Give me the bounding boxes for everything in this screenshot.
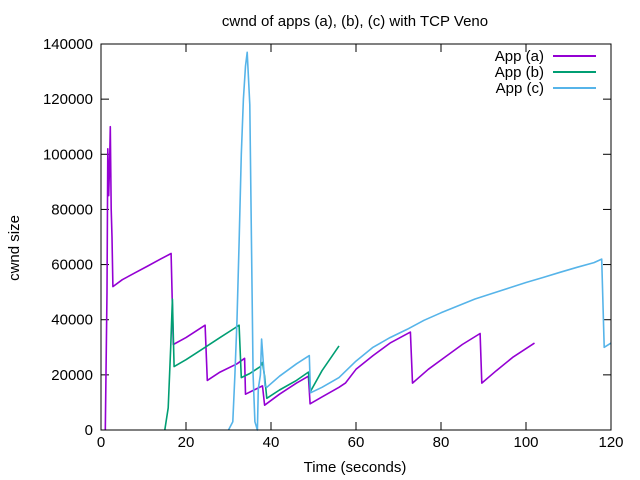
y-tick-label: 20000 [51,367,93,384]
y-tick-label: 80000 [51,201,93,218]
x-tick-label: 20 [178,434,195,451]
legend-label-app-c: App (c) [496,80,544,97]
series-line-app-b [164,298,340,431]
x-tick-label: 0 [97,434,105,451]
y-tick-label: 100000 [43,146,93,163]
series-line-app-c [227,51,612,431]
x-tick-label: 120 [598,434,623,451]
x-tick-label: 60 [348,434,365,451]
y-tick-label: 120000 [43,91,93,108]
x-tick-label: 80 [433,434,450,451]
axis-ticks: 0 20 40 60 80 100 120 0 20000 40000 60000 80000 1000… [43,36,624,451]
legend-label-app-b: App (b) [495,64,544,81]
x-tick-label: 40 [263,434,280,451]
y-axis-label: cwnd size [6,215,23,281]
x-tick-label: 100 [513,434,538,451]
y-tick-label: 140000 [43,36,93,53]
y-tick-label: 60000 [51,257,93,274]
plot-frame [100,43,612,431]
series-lines [104,51,612,431]
chart-title: cwnd of apps (a), (b), (c) with TCP Veno [222,13,488,30]
y-tick-label: 40000 [51,312,93,329]
legend-label-app-a: App (a) [495,48,544,65]
y-tick-label: 0 [85,422,93,439]
x-axis-label: Time (seconds) [304,459,407,476]
legend: App (a)App (b)App (c) [495,48,596,97]
